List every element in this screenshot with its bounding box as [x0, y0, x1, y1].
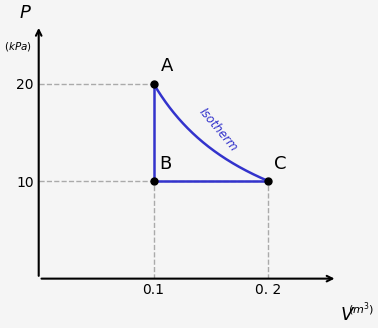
Text: C: C [274, 155, 287, 173]
Text: A: A [160, 57, 173, 75]
Text: B: B [159, 155, 172, 173]
Text: $(kPa)$: $(kPa)$ [4, 40, 32, 53]
Text: $(m^3)$: $(m^3)$ [348, 300, 374, 318]
Text: $P$: $P$ [19, 4, 32, 22]
Text: $V$: $V$ [339, 306, 355, 324]
Text: Isotherm: Isotherm [196, 106, 240, 155]
